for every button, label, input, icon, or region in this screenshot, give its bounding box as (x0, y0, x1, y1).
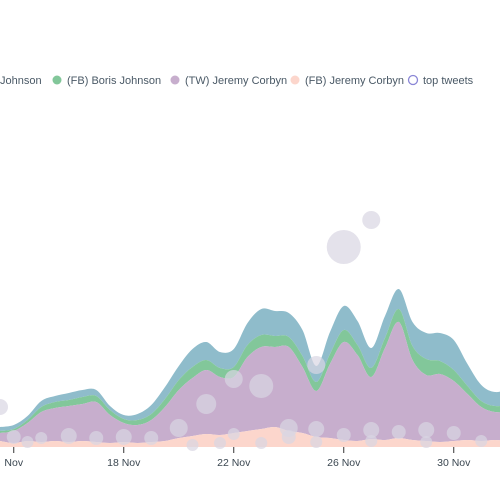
bubble-point[interactable] (186, 439, 199, 451)
bubble-point[interactable] (336, 428, 351, 442)
bubble-point[interactable] (249, 374, 274, 398)
bubble-point[interactable] (446, 426, 461, 440)
bubble-point[interactable] (326, 230, 361, 264)
bubble-point[interactable] (115, 429, 132, 445)
bubble-point[interactable] (144, 431, 159, 445)
legend-ring-icon (407, 74, 419, 86)
legend-dot-icon (290, 75, 300, 85)
bubble-point[interactable] (310, 436, 323, 448)
bubble-point[interactable] (420, 436, 433, 448)
bubble-point[interactable] (224, 370, 243, 388)
x-tick-label: 30 Nov (437, 457, 471, 469)
legend-dot-icon (52, 75, 62, 85)
bubble-point[interactable] (21, 436, 34, 448)
legend-label: (FB) Boris Johnson (67, 75, 161, 87)
bubble-point[interactable] (365, 435, 378, 447)
x-tick-label: 26 Nov (327, 457, 361, 469)
legend: Johnson (FB) Boris Johnson (TW) Jeremy Cor… (0, 74, 474, 87)
legend-label: top tweets (423, 75, 474, 87)
x-tick-label: Nov (4, 457, 23, 469)
bubble-point[interactable] (35, 432, 48, 444)
bubble-point[interactable] (60, 428, 77, 444)
bubble-point[interactable] (196, 394, 217, 414)
legend-item[interactable]: (FB) Jeremy Corbyn (290, 75, 405, 87)
bubble-point[interactable] (169, 419, 188, 437)
bubble-point[interactable] (363, 422, 380, 438)
bubble-point[interactable] (475, 435, 488, 447)
bubble-point[interactable] (214, 437, 226, 449)
legend-item[interactable]: top tweets (407, 74, 474, 87)
bubble-point[interactable] (308, 421, 325, 437)
bubble-point[interactable] (0, 399, 8, 415)
x-axis: Nov 18 Nov 22 Nov 26 Nov 30 Nov (4, 447, 471, 469)
legend-label: Johnson (0, 75, 42, 87)
legend-item[interactable]: (FB) Boris Johnson (52, 75, 162, 87)
bubble-point[interactable] (227, 428, 240, 440)
bubble-point[interactable] (307, 356, 326, 374)
bubble-point[interactable] (281, 430, 296, 444)
x-tick-label: 22 Nov (217, 457, 251, 469)
bubble-point[interactable] (255, 437, 268, 449)
bubble-layer (0, 211, 488, 451)
legend-item[interactable]: Johnson (0, 75, 42, 87)
bubble-point[interactable] (391, 425, 406, 439)
legend-label: (FB) Jeremy Corbyn (305, 75, 404, 87)
legend-item[interactable]: (TW) Jeremy Corbyn (170, 75, 288, 87)
x-tick-label: 18 Nov (107, 457, 141, 469)
bubble-point[interactable] (89, 431, 104, 445)
legend-label: (TW) Jeremy Corbyn (185, 75, 287, 87)
bubble-point[interactable] (362, 211, 381, 229)
legend-dot-icon (170, 75, 180, 85)
bubble-point[interactable] (418, 422, 435, 438)
bubble-point[interactable] (6, 430, 21, 444)
